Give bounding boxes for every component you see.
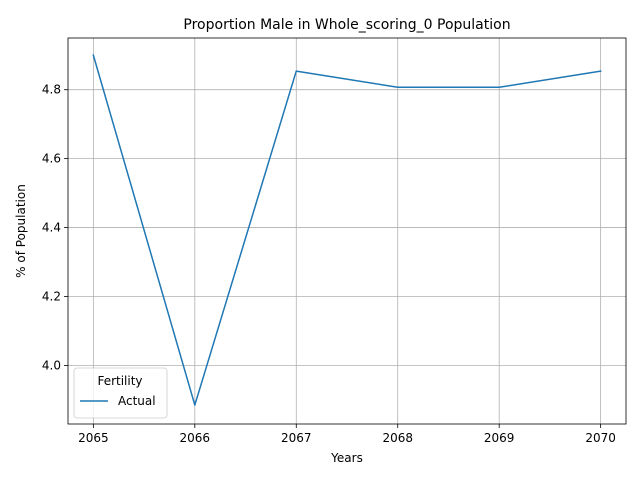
y-tick-label: 4.0	[42, 358, 61, 372]
legend-title: Fertility	[97, 374, 142, 388]
x-tick-label: 2066	[180, 431, 211, 445]
y-tick-label: 4.2	[42, 289, 61, 303]
y-tick-label: 4.6	[42, 152, 61, 166]
plot-frame	[67, 37, 627, 425]
x-tick-label: 2067	[281, 431, 312, 445]
x-tick-label: 2065	[78, 431, 109, 445]
y-axis-label: % of Population	[14, 184, 28, 278]
legend-box	[73, 367, 168, 419]
x-tick-label: 2069	[484, 431, 515, 445]
x-tick-label: 2070	[585, 431, 616, 445]
y-tick-label: 4.8	[42, 83, 61, 97]
x-axis-label: Years	[330, 451, 363, 465]
series-lines	[92, 54, 602, 406]
x-axis-ticks: 2065 2066 2067 2068 2069 2070	[78, 424, 616, 445]
chart-title: Proportion Male in Whole_scoring_0 Popul…	[183, 17, 510, 33]
y-tick-label: 4.4	[42, 221, 61, 235]
x-tick-label: 2068	[382, 431, 413, 445]
grid-lines	[68, 38, 626, 424]
legend-label-actual: Actual	[118, 394, 156, 408]
series-line-actual	[92, 54, 602, 406]
y-axis-ticks: 4.0 4.2 4.4 4.6 4.8	[42, 83, 68, 372]
legend: Fertility Actual	[73, 367, 168, 419]
